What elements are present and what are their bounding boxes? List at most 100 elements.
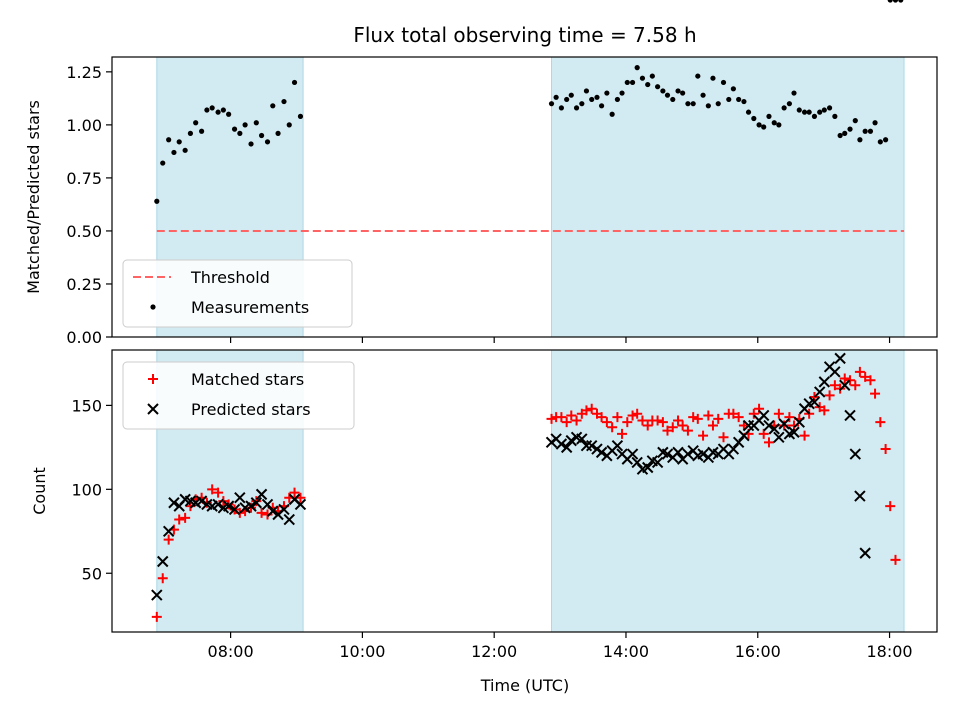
- predicted-star-point: [283, 513, 295, 526]
- y-axis-label: Matched/Predicted stars: [24, 100, 43, 294]
- measurement-point: [639, 75, 646, 81]
- y-tick-label: 1.25: [66, 63, 102, 82]
- measurement-point: [892, 0, 899, 3]
- matched-star-point: [809, 392, 820, 402]
- predicted-star-point: [651, 456, 664, 469]
- matched-star-point: [157, 573, 168, 584]
- x-axis-label-group: Time (UTC): [480, 676, 569, 695]
- measurement-point: [786, 101, 792, 107]
- y-tick-label: 50: [82, 564, 102, 583]
- measurement-point: [583, 88, 590, 94]
- measurement-point: [548, 101, 555, 107]
- matched-star-point: [622, 417, 633, 428]
- predicted-star-point: [818, 376, 831, 388]
- matched-star-point: [151, 611, 162, 622]
- x-tick-label: 12:00: [471, 642, 517, 661]
- measurement-point: [275, 130, 281, 136]
- predicted-star-point: [195, 495, 208, 507]
- matched-star-point: [601, 417, 612, 428]
- measurement-point: [700, 92, 706, 98]
- matched-star-point: [246, 502, 257, 513]
- matched-star-point: [289, 487, 300, 498]
- measurement-point: [736, 96, 742, 103]
- measurement-point: [199, 128, 205, 134]
- predicted-star-point: [555, 438, 568, 450]
- measurement-point: [568, 92, 574, 98]
- measurement-point: [629, 79, 636, 86]
- predicted-star-point: [829, 366, 841, 378]
- title-group: Flux total observing time = 7.58 h: [353, 23, 696, 47]
- matched-star-point: [698, 430, 709, 441]
- measurement-point: [680, 90, 686, 96]
- measurement-point: [193, 120, 199, 126]
- x-tick-label: 14:00: [603, 642, 649, 661]
- matched-star-point: [860, 371, 871, 382]
- x-tick-label: 10:00: [339, 642, 385, 661]
- matched-star-point: [218, 496, 229, 507]
- matched-star-point: [773, 408, 784, 419]
- measurement-point: [756, 122, 762, 128]
- predicted-star-point: [763, 419, 775, 432]
- matched-star-point: [824, 390, 835, 401]
- predicted-star-point: [859, 547, 871, 559]
- matched-star-point: [692, 413, 703, 424]
- measurement-point: [598, 103, 605, 109]
- panel-ratio: 0.00 0.25 0.50 0.75 1.00 1.25 Matched/Predicte…: [24, 0, 938, 347]
- measurement-point: [801, 109, 808, 115]
- matched-star-point: [662, 425, 673, 436]
- matched-star-point: [571, 415, 582, 426]
- matched-star-point: [566, 410, 577, 421]
- matched-star-point: [845, 375, 856, 386]
- measurement-point: [821, 107, 827, 113]
- measurement-point: [898, 0, 904, 3]
- measurement-point: [204, 107, 210, 113]
- measurement-point: [226, 111, 232, 117]
- predicted-star-point: [672, 446, 684, 459]
- predicted-star-point: [595, 446, 608, 459]
- matched-star-point: [607, 422, 618, 433]
- measurement-point: [857, 137, 863, 143]
- matched-star-point: [890, 554, 901, 565]
- legend-label: Matched stars: [191, 370, 304, 389]
- matched-star-point: [865, 375, 876, 386]
- matched-star-point: [667, 422, 678, 433]
- measurement-point: [776, 122, 782, 128]
- matched-star-point: [213, 487, 224, 498]
- predicted-star-point: [162, 525, 175, 537]
- measurement-point: [741, 98, 747, 105]
- matched-star-point: [733, 412, 744, 423]
- measurement-point: [182, 147, 188, 153]
- measurement-point: [649, 73, 655, 79]
- predicted-star-point: [757, 409, 770, 422]
- measurement-point: [579, 101, 585, 107]
- predicted-star-point: [565, 434, 577, 447]
- matched-star-point: [642, 420, 653, 431]
- measurement-point: [614, 96, 621, 103]
- measurement-point: [553, 94, 559, 100]
- matched-star-point: [854, 366, 865, 377]
- matched-star-point: [829, 380, 840, 391]
- measurement-point: [258, 132, 265, 139]
- measurement-point: [166, 137, 172, 143]
- measurement-point: [664, 92, 671, 98]
- y-tick-label: 0.75: [66, 169, 102, 188]
- matched-star-point: [556, 412, 567, 423]
- predicted-star-point: [611, 439, 624, 452]
- panel-count: 50 100 150 08:00 10:00 12:00 14:00 16:00 18:00 Co…: [30, 349, 938, 661]
- matched-star-point: [174, 514, 185, 525]
- matched-star-point: [758, 428, 769, 439]
- predicted-star-point: [278, 503, 290, 516]
- matched-star-point: [632, 408, 643, 419]
- measurement-point: [291, 79, 298, 86]
- measurement-point: [761, 124, 767, 130]
- matched-star-point: [677, 420, 688, 431]
- predicted-star-point: [245, 500, 257, 512]
- measurement-point: [726, 96, 732, 103]
- measurement-point: [281, 98, 287, 105]
- predicted-star-point: [793, 416, 805, 428]
- measurement-point: [215, 109, 221, 115]
- measurement-point: [209, 105, 215, 111]
- predicted-star-point: [682, 448, 694, 460]
- measurement-point: [806, 109, 812, 115]
- predicted-star-point: [576, 433, 588, 445]
